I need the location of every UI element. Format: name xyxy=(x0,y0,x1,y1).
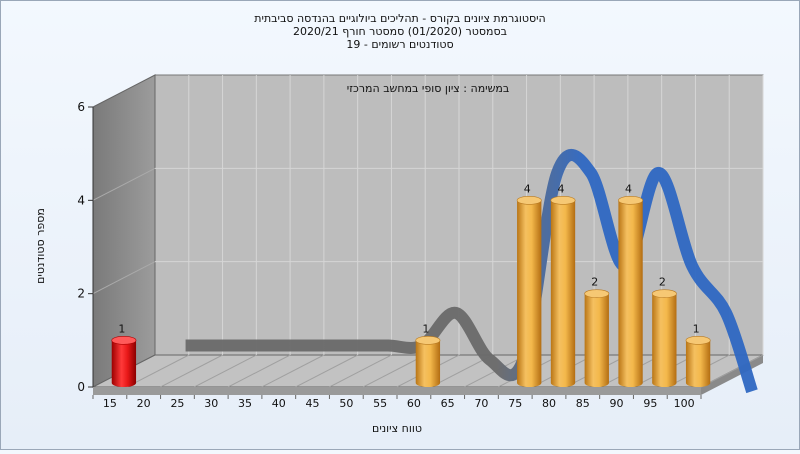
bar-value-label: 1 xyxy=(118,322,125,335)
x-tick-label: 25 xyxy=(170,397,184,410)
chart-title-line-2: בסמסטר (01/2020) סמסטר חורף 2020/21 xyxy=(293,25,507,38)
bar-top xyxy=(111,336,137,345)
grid-line-floor xyxy=(194,354,257,388)
grid-line-floor xyxy=(362,354,426,388)
axes-group: 0 2 4 6 15 20 25 30 35 40 45 50 55 60 65 70 75 80 85 90 95 10… xyxy=(77,100,702,410)
x-tick-label: 70 xyxy=(474,397,488,410)
x-tick-label: 20 xyxy=(137,397,151,410)
chart-title-line-1: היסטוגרמת ציונים בקורס - תהליכים ביולוגי… xyxy=(254,12,546,25)
y-tick-label: 0 xyxy=(77,380,85,394)
bar xyxy=(584,293,609,387)
grid-line-floor xyxy=(227,354,291,388)
bar-top xyxy=(685,336,711,345)
bar-value-label: 4 xyxy=(524,182,531,195)
y-tick-label: 2 xyxy=(77,287,85,301)
bar-top xyxy=(584,289,610,298)
bar xyxy=(550,200,576,387)
bar xyxy=(652,293,677,387)
grid-line-floor xyxy=(700,354,764,388)
floor-lip xyxy=(93,387,701,395)
bar xyxy=(618,200,643,387)
x-tick-label: 75 xyxy=(508,397,522,410)
bar xyxy=(111,340,137,387)
chart-subtitle: במשימה : ציון סופי במחשב המרכזי xyxy=(347,82,510,95)
grid-line-floor xyxy=(126,354,190,388)
x-tick-label: 50 xyxy=(339,397,353,410)
x-tick-label: 95 xyxy=(643,397,657,410)
bars-group: 1 1 4 4 2 4 2 1 xyxy=(111,182,711,387)
x-tick-label: 85 xyxy=(576,397,590,410)
x-tick-label: 65 xyxy=(441,397,455,410)
grid-line-side xyxy=(92,167,156,201)
grid-line-floor xyxy=(295,354,358,388)
bar-value-label: 2 xyxy=(591,276,598,289)
bar-value-label: 1 xyxy=(693,322,700,335)
y-axis-label: מספר סטודנטים xyxy=(34,208,47,284)
bar-value-label: 1 xyxy=(422,322,429,335)
grid-line-floor xyxy=(261,354,325,388)
x-tick-label: 45 xyxy=(306,397,320,410)
bar-value-label: 4 xyxy=(558,182,565,195)
x-tick-label: 90 xyxy=(610,397,624,410)
bar xyxy=(685,340,711,387)
x-tick-label: 30 xyxy=(204,397,218,410)
y-tick-label: 4 xyxy=(77,193,85,207)
x-tick-label: 80 xyxy=(542,397,556,410)
x-tick-label: 15 xyxy=(103,397,117,410)
bar xyxy=(415,340,441,387)
x-tick-label: 35 xyxy=(238,397,252,410)
trend-ribbon xyxy=(185,149,758,394)
chart-title-line-3: סטודנטים רשומים - 19 xyxy=(346,38,453,51)
bar-top xyxy=(618,196,644,205)
bar xyxy=(517,200,542,387)
x-tick-label: 40 xyxy=(272,397,286,410)
bar-top xyxy=(651,289,677,298)
grid-line-floor xyxy=(329,354,392,388)
x-axis-label: טווח ציונים xyxy=(372,422,422,435)
bar-top xyxy=(516,196,542,205)
bar-top xyxy=(415,336,441,345)
trend-curve xyxy=(185,149,758,394)
x-tick-label: 100 xyxy=(674,397,695,410)
grid-line-floor xyxy=(160,354,223,388)
x-tick-label: 55 xyxy=(373,397,387,410)
bar-value-label: 2 xyxy=(659,276,666,289)
chart-titles: היסטוגרמת ציונים בקורס - תהליכים ביולוגי… xyxy=(254,12,546,51)
bar-value-label: 4 xyxy=(625,182,632,195)
grid-line-side xyxy=(92,261,156,295)
x-tick-label: 60 xyxy=(407,397,421,410)
bar-top xyxy=(550,196,576,205)
y-tick-label: 6 xyxy=(77,100,85,114)
